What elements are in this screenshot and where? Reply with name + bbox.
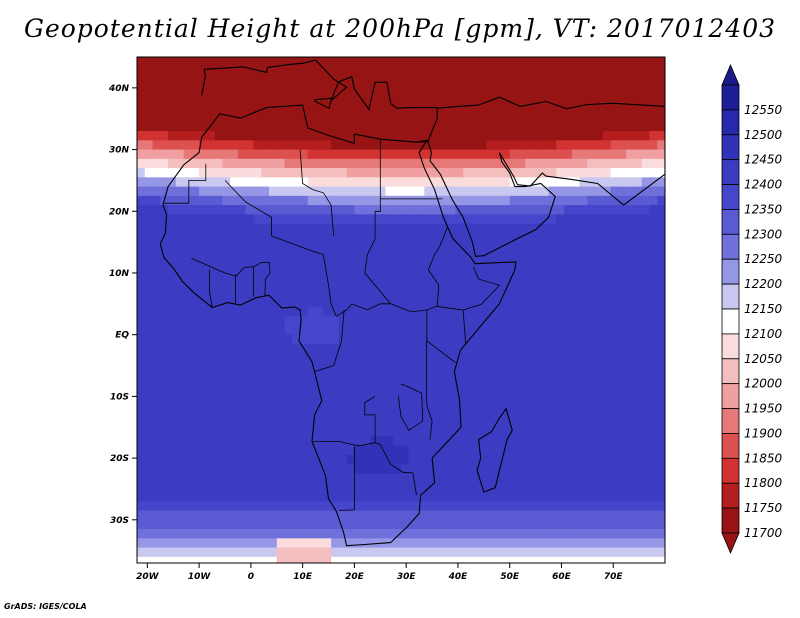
country-border [426,305,467,363]
legend-swatch [721,283,740,310]
country-border [313,309,345,373]
country-border [426,340,433,440]
lon-tick-label: 70E [604,572,624,582]
legend-label: 12550 [744,103,783,117]
country-border [162,163,207,204]
lat-tick-label: 30N [109,146,130,156]
legend-label: 12300 [744,227,783,241]
legend-swatch [721,358,740,385]
legend-label: 12000 [744,377,783,391]
arabia-coastline [416,96,665,257]
legend-label: 11750 [744,501,783,515]
country-border [191,257,271,296]
lon-tick-label: 20W [136,572,160,582]
legend-label: 12100 [744,327,783,341]
legend-swatch [721,308,740,335]
lon-tick-label: 30E [397,572,417,582]
country-border [379,444,417,496]
lat-tick-label: 20S [110,454,129,464]
lat-tick-label: 40N [108,84,130,94]
legend-label: 12050 [744,352,783,366]
country-border [398,383,424,431]
legend-swatch [721,383,740,409]
lon-tick-label: 50E [500,572,520,582]
legend-swatch [721,109,740,136]
lat-tick-label: 20N [109,207,130,217]
legend-swatch [721,184,740,210]
legend-label: 12250 [744,252,783,266]
lon-tick-label: 10E [293,572,313,582]
legend-swatch [721,333,740,360]
lat-tick-label: 30S [110,516,129,526]
africa-coastline [159,104,517,547]
country-border [224,180,324,255]
coastlines [159,59,665,547]
legend-swatch [721,258,740,285]
country-border [338,445,355,511]
legend-label: 12150 [744,302,783,316]
lon-axis: 20W 10W 0 10E 20E 30E 40E 50E 60E 70E [136,563,623,582]
lon-tick-label: 20E [345,572,365,582]
country-border [462,266,501,311]
lat-tick-label: EQ [115,331,129,341]
legend-label: 12200 [744,277,783,291]
lat-tick-label: 10N [109,269,130,279]
country-border [427,226,448,307]
legend-top-arrow [721,63,740,86]
country-border [299,149,335,237]
country-border [364,139,427,313]
country-border [323,254,391,317]
legend-label: 12500 [744,128,783,142]
lon-tick-label: 40E [448,572,469,582]
sicily-coastline [314,97,333,109]
legend-swatch [721,408,740,434]
lon-tick-label: 10W [188,572,212,582]
legend-label: 12350 [744,202,783,216]
legend-swatch [721,84,740,111]
lat-axis: 40N 30N 20N 10N EQ 10S 20S 30S [108,84,137,526]
legend-label: 11900 [744,426,783,440]
country-border [364,396,376,443]
chart-title: Geopotential Height at 200hPa [gpm], VT:… [23,14,777,43]
country-border [209,269,213,308]
legend-label: 12450 [744,153,783,167]
legend-swatch [721,433,740,459]
legend-swatch [721,134,740,161]
europe-coastline [201,59,438,111]
legend-label: 12400 [744,178,783,192]
color-legend: 12550 12500 12450 12400 12350 12300 12250 12200… [721,63,783,555]
legend-bottom-arrow [721,532,740,555]
map-frame [136,56,666,564]
legend-label: 11800 [744,476,783,490]
lon-tick-label: 60E [552,572,572,582]
lon-tick-label: 0 [248,572,254,582]
legend-label: 11700 [744,526,783,540]
country-border [313,441,381,447]
legend-label: 11850 [744,451,783,465]
legend-swatch [721,233,740,260]
height-field [137,57,665,563]
grads-credit: GrADS: IGES/COLA [4,602,87,611]
legend-swatch [721,457,740,484]
legend-swatch [721,482,740,509]
legend-swatch [721,159,740,185]
madagascar-coastline [476,407,513,493]
legend-label: 11950 [744,402,783,416]
legend-swatch [721,507,740,534]
lat-tick-label: 10S [110,392,129,402]
legend-swatch [721,209,740,235]
